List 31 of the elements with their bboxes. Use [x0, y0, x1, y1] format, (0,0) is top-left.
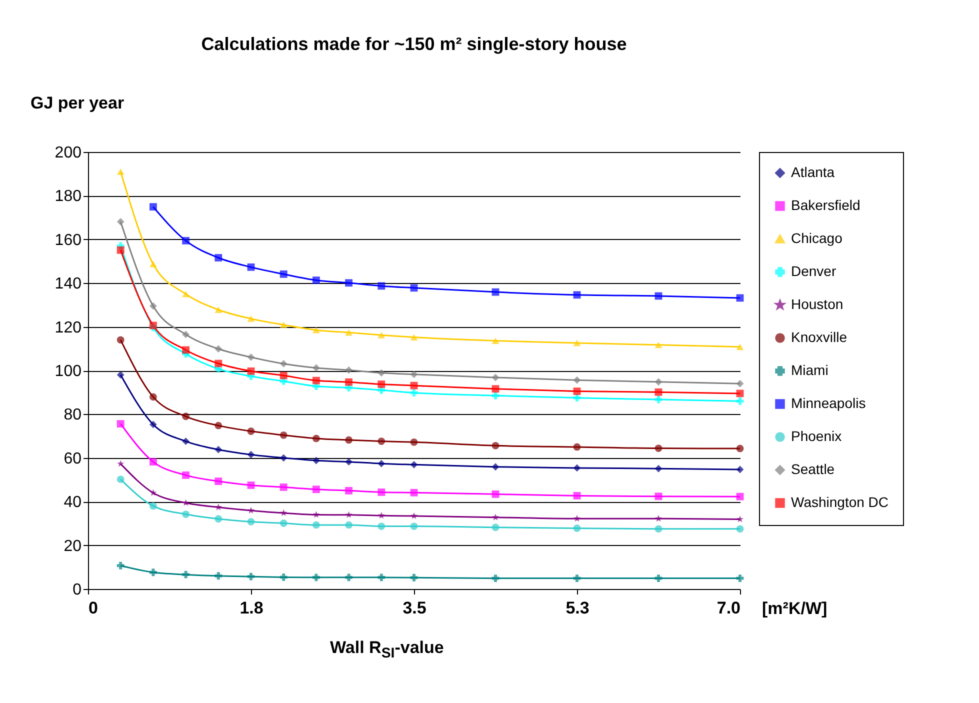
y-tick-label: 140: [54, 276, 82, 293]
y-tick-label: 40: [64, 494, 82, 512]
legend-label: Atlanta: [791, 164, 835, 180]
legend-label: Bakersfield: [791, 197, 860, 213]
y-tick-label: 120: [54, 319, 82, 336]
y-tick-label: 200: [54, 144, 82, 162]
y-tick-label: 0: [72, 582, 82, 598]
legend-label: Phoenix: [791, 428, 842, 444]
legend-label: Washington DC: [791, 494, 889, 510]
text: [m²K/W]: [762, 599, 828, 618]
y-tick-label: 20: [64, 538, 82, 555]
y-tick-label: 180: [54, 188, 82, 206]
chart-title: Calculations made for ~150 m² single-story house: [201, 34, 627, 54]
legend-label: Miami: [791, 362, 828, 378]
legend-label: Knoxville: [791, 329, 848, 345]
x-axis-title: Wall R$_{SI}$-value: [330, 638, 444, 662]
legend-label: Houston: [791, 296, 844, 312]
y-axis-title: GJ per year: [30, 94, 124, 112]
y-tick-label: 80: [64, 406, 82, 424]
legend-label: Chicago: [791, 230, 843, 246]
x-tick-label: 3.5: [402, 598, 426, 618]
x-tick-label: 5.3: [566, 598, 590, 618]
y-tick-label: 160: [54, 232, 82, 249]
y-tick-label: 60: [64, 450, 82, 468]
x-tick-label: 0: [88, 598, 98, 618]
x-tick-label: 1.8: [240, 598, 264, 618]
legend-label: Denver: [791, 263, 836, 279]
x-tick-label: 7.0: [716, 598, 740, 618]
legend-label: Minneapolis: [791, 395, 866, 411]
y-tick-label: 100: [54, 363, 82, 380]
legend-label: Seattle: [791, 461, 835, 477]
